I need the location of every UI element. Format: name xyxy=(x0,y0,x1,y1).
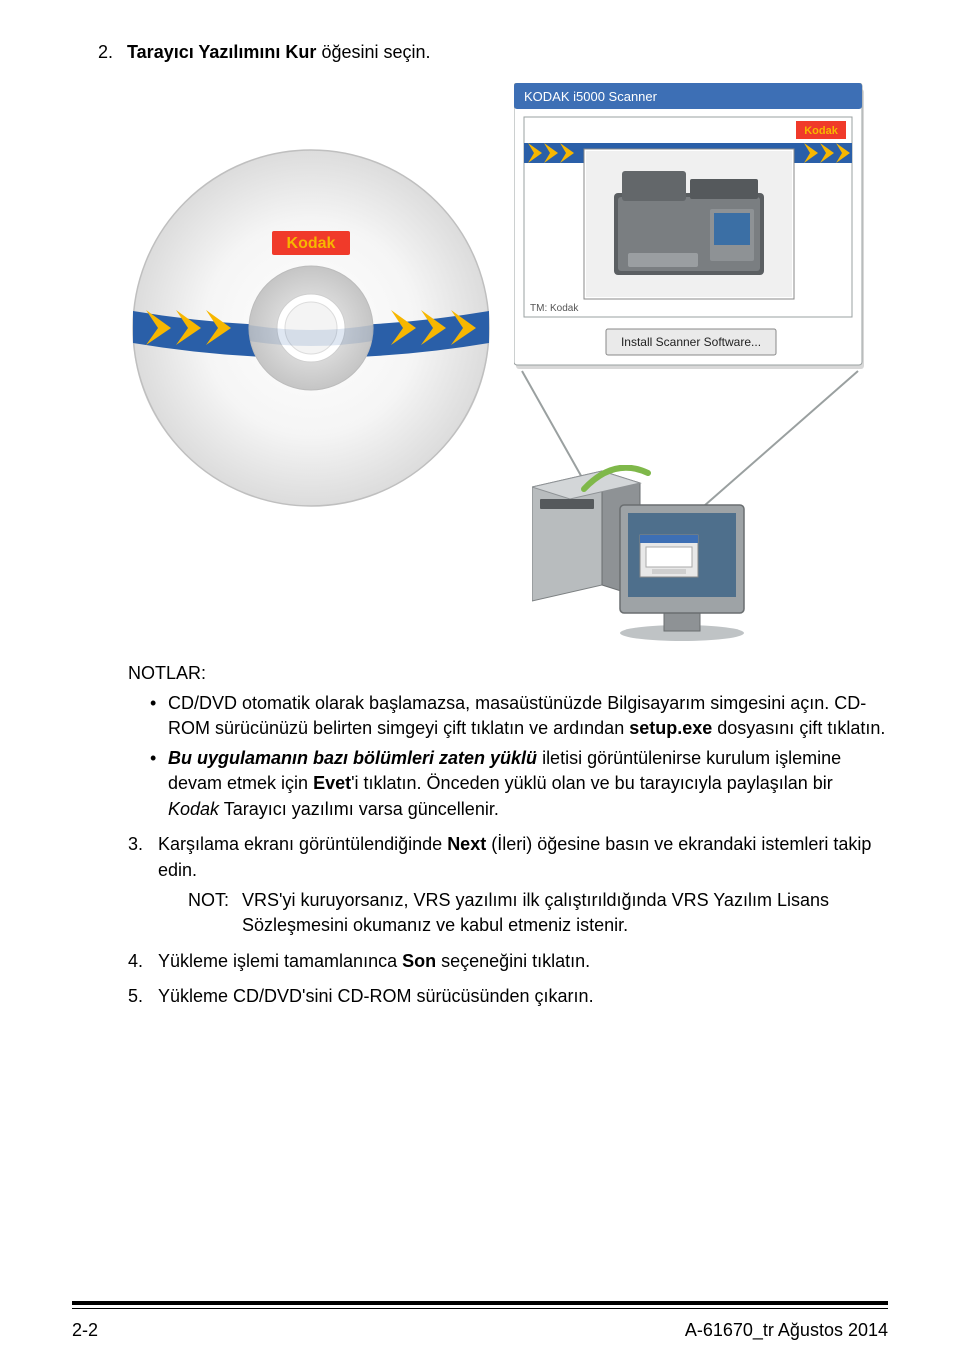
page-footer: 2-2 A-61670_tr Ağustos 2014 xyxy=(72,1320,888,1341)
step5-text: Yükleme CD/DVD'sini CD-ROM sürücüsünden … xyxy=(158,984,888,1010)
step-3-note: NOT: VRS'yi kuruyorsanız, VRS yazılımı i… xyxy=(158,888,888,939)
step-3: 3. Karşılama ekranı görüntülendiğinde Ne… xyxy=(128,832,888,938)
bullet2-bi: Bu uygulamanın bazı bölümleri zaten yükl… xyxy=(168,748,537,768)
step-2-number: 2. xyxy=(98,40,122,65)
footer-right: A-61670_tr Ağustos 2014 xyxy=(685,1320,888,1341)
bullet1-part2: dosyasını çift tıklatın. xyxy=(712,718,885,738)
computer-illustration xyxy=(532,465,752,643)
step-4-number: 4. xyxy=(128,949,158,975)
step3-part1: Karşılama ekranı görüntülendiğinde xyxy=(158,834,447,854)
step-2-suffix: öğesini seçin. xyxy=(316,42,430,62)
step4-part1: Yükleme işlemi tamamlanınca xyxy=(158,951,402,971)
bullet1-bold: setup.exe xyxy=(629,718,712,738)
footer-rule xyxy=(72,1301,888,1309)
bullet-dot: • xyxy=(150,691,168,742)
step4-part2: seçeneğini tıklatın. xyxy=(436,951,590,971)
note-bullet-2: • Bu uygulamanın bazı bölümleri zaten yü… xyxy=(128,746,888,823)
step-2: 2. Tarayıcı Yazılımını Kur öğesini seçin… xyxy=(98,40,888,65)
step-2-bold: Tarayıcı Yazılımını Kur xyxy=(127,42,316,62)
cd-disc-illustration: Kodak xyxy=(126,143,496,513)
bullet-dot: • xyxy=(150,746,168,823)
install-button-label: Install Scanner Software... xyxy=(621,335,761,349)
installer-brand: Kodak xyxy=(804,125,839,137)
step-3-number: 3. xyxy=(128,832,158,938)
tm-label: TM: Kodak xyxy=(530,303,579,314)
step4-bold: Son xyxy=(402,951,436,971)
note-bullet-1: • CD/DVD otomatik olarak başlamazsa, mas… xyxy=(128,691,888,742)
installer-window-illustration: KODAK i5000 Scanner Kodak xyxy=(514,83,866,371)
installation-figure: Kodak KODAK i5000 Scanner Kodak xyxy=(126,83,866,643)
notes-block: NOTLAR: • CD/DVD otomatik olarak başlama… xyxy=(128,661,888,1010)
step3-bold: Next xyxy=(447,834,486,854)
step-4: 4. Yükleme işlemi tamamlanınca Son seçen… xyxy=(128,949,888,975)
bullet2-part2: 'i tıklatın. Önceden yüklü olan ve bu ta… xyxy=(351,773,833,793)
step3-note-text: VRS'yi kuruyorsanız, VRS yazılımı ilk ça… xyxy=(242,888,888,939)
bullet2-bold: Evet xyxy=(313,773,351,793)
disc-brand-text: Kodak xyxy=(287,235,336,252)
step-5: 5. Yükleme CD/DVD'sini CD-ROM sürücüsünd… xyxy=(128,984,888,1010)
footer-left: 2-2 xyxy=(72,1320,98,1341)
step3-note-label: NOT: xyxy=(188,888,242,939)
notes-heading: NOTLAR: xyxy=(128,661,888,687)
bullet2-part3: Tarayıcı yazılımı varsa güncellenir. xyxy=(219,799,499,819)
step-5-number: 5. xyxy=(128,984,158,1010)
bullet2-italic: Kodak xyxy=(168,799,219,819)
installer-title: KODAK i5000 Scanner xyxy=(524,89,658,104)
